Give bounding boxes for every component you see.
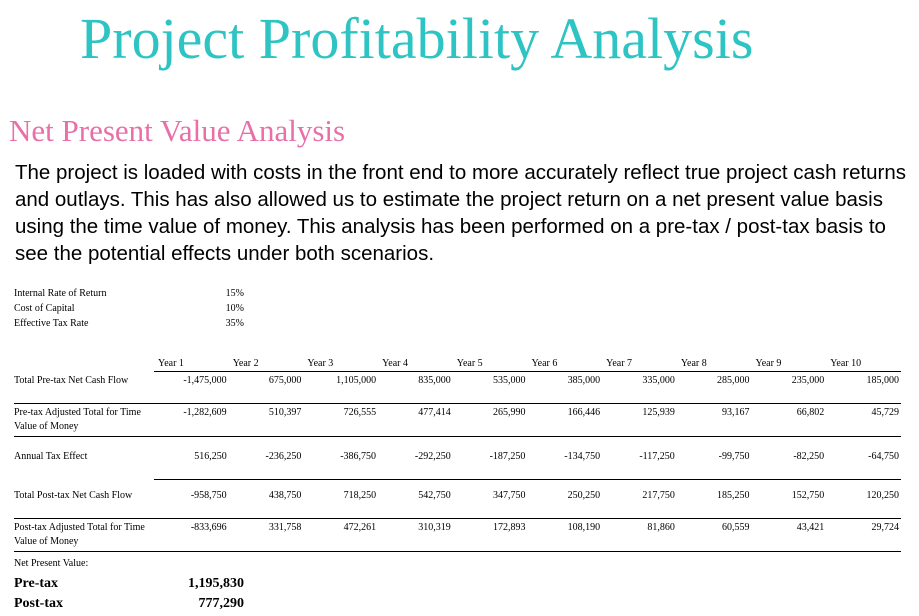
table-cell: 29,724 — [826, 518, 901, 552]
param-label: Cost of Capital — [14, 303, 75, 314]
npv-pretax-label: Pre-tax — [14, 576, 59, 591]
table-cell: 45,729 — [826, 403, 901, 437]
npv-summary: Net Present Value: Pre-tax 1,195,830 Pos… — [14, 558, 244, 616]
param-value: 15% — [225, 288, 244, 299]
table-cell: 108,190 — [527, 518, 603, 552]
table-row-pretax-cash-flow: Total Pre-tax Net Cash Flow -1,475,000 6… — [14, 372, 901, 404]
table-cell: 60,559 — [676, 518, 752, 552]
table-cell: 152,750 — [751, 479, 827, 519]
table-cell: -292,250 — [414, 451, 451, 462]
row-label: Total Post-tax Net Cash Flow — [14, 489, 133, 501]
table-cell: -82,250 — [793, 451, 825, 462]
table-row-posttax-adjusted: Post-tax Adjusted Total for Time Value o… — [14, 518, 901, 552]
table-cell: 235,000 — [791, 375, 825, 386]
table-cell: -386,750 — [340, 451, 377, 462]
npv-posttax-row: Post-tax 777,290 — [14, 596, 244, 616]
table-cell: -958,750 — [154, 479, 229, 519]
table-cell: 125,939 — [602, 403, 677, 437]
table-cell: 120,250 — [826, 479, 901, 519]
table-cell: 66,802 — [751, 403, 827, 437]
table-cell: 310,319 — [378, 518, 453, 552]
cash-flow-table: Year 1 Year 2 Year 3 Year 4 Year 5 Year … — [14, 358, 901, 552]
param-value: 35% — [225, 318, 244, 329]
npv-posttax-value: 777,290 — [198, 596, 245, 611]
param-label: Internal Rate of Return — [14, 288, 107, 299]
table-cell: 726,555 — [303, 403, 379, 437]
npv-pretax-row: Pre-tax 1,195,830 — [14, 576, 244, 596]
table-cell: 335,000 — [642, 375, 675, 386]
year-header: Year 5 — [452, 358, 528, 372]
table-cell: -187,250 — [489, 451, 526, 462]
table-cell: -99,750 — [718, 451, 750, 462]
table-cell: 835,000 — [418, 375, 451, 386]
year-header: Year 4 — [378, 358, 453, 372]
table-cell: 535,000 — [492, 375, 526, 386]
header-blank — [14, 358, 154, 372]
table-cell: 265,990 — [452, 403, 528, 437]
year-header: Year 9 — [751, 358, 827, 372]
table-cell: 510,397 — [228, 403, 304, 437]
table-cell: 185,000 — [866, 375, 900, 386]
npv-posttax-label: Post-tax — [14, 596, 63, 611]
table-cell: 93,167 — [676, 403, 752, 437]
table-cell: -236,250 — [265, 451, 302, 462]
table-cell: -833,696 — [154, 518, 229, 552]
table-cell: 347,750 — [452, 479, 528, 519]
table-cell: 542,750 — [378, 479, 453, 519]
year-header: Year 10 — [826, 358, 901, 372]
table-cell: 217,750 — [602, 479, 677, 519]
table-row-pretax-adjusted: Pre-tax Adjusted Total for Time Value of… — [14, 403, 901, 437]
table-cell: 285,000 — [717, 375, 750, 386]
table-cell: -1,475,000 — [183, 375, 227, 386]
table-cell: 385,000 — [567, 375, 601, 386]
row-label: Annual Tax Effect — [14, 451, 88, 462]
table-cell: -134,750 — [564, 451, 601, 462]
year-header: Year 7 — [602, 358, 677, 372]
table-cell: 250,250 — [527, 479, 603, 519]
table-cell: -117,250 — [639, 451, 675, 462]
year-header: Year 2 — [228, 358, 304, 372]
row-label: Pre-tax Adjusted Total for Time Value of… — [14, 403, 154, 437]
param-value: 10% — [225, 303, 244, 314]
page-title: Project Profitability Analysis — [80, 6, 754, 71]
year-header-row: Year 1 Year 2 Year 3 Year 4 Year 5 Year … — [14, 358, 901, 372]
year-header: Year 6 — [527, 358, 603, 372]
row-label: Post-tax Adjusted Total for Time Value o… — [14, 518, 154, 552]
table-cell: 43,421 — [751, 518, 827, 552]
year-header: Year 1 — [154, 358, 229, 372]
table-cell: -64,750 — [868, 451, 899, 462]
table-cell: 472,261 — [303, 518, 379, 552]
table-cell: 81,860 — [602, 518, 677, 552]
year-header: Year 8 — [676, 358, 752, 372]
table-cell: 331,758 — [228, 518, 304, 552]
table-row-tax-effect: Annual Tax Effect 516,250 -236,250 -386,… — [14, 437, 901, 480]
section-title: Net Present Value Analysis — [9, 113, 346, 148]
table-cell: 438,750 — [228, 479, 304, 519]
table-cell: 718,250 — [303, 479, 379, 519]
year-header: Year 3 — [303, 358, 379, 372]
table-cell: 675,000 — [268, 375, 302, 386]
npv-pretax-value: 1,195,830 — [188, 576, 244, 591]
table-cell: 166,446 — [527, 403, 603, 437]
table-cell: 516,250 — [194, 451, 227, 462]
table-cell: 477,414 — [378, 403, 453, 437]
table-cell: 172,893 — [452, 518, 528, 552]
row-label: Total Pre-tax Net Cash Flow — [14, 374, 129, 386]
table-row-posttax-cash-flow: Total Post-tax Net Cash Flow -958,750 43… — [14, 479, 901, 519]
description-paragraph: The project is loaded with costs in the … — [15, 161, 907, 265]
table-cell: -1,282,609 — [154, 403, 229, 437]
npv-label: Net Present Value: — [14, 558, 89, 569]
table-cell: 1,105,000 — [336, 375, 377, 386]
param-label: Effective Tax Rate — [14, 318, 89, 329]
table-cell: 185,250 — [676, 479, 752, 519]
